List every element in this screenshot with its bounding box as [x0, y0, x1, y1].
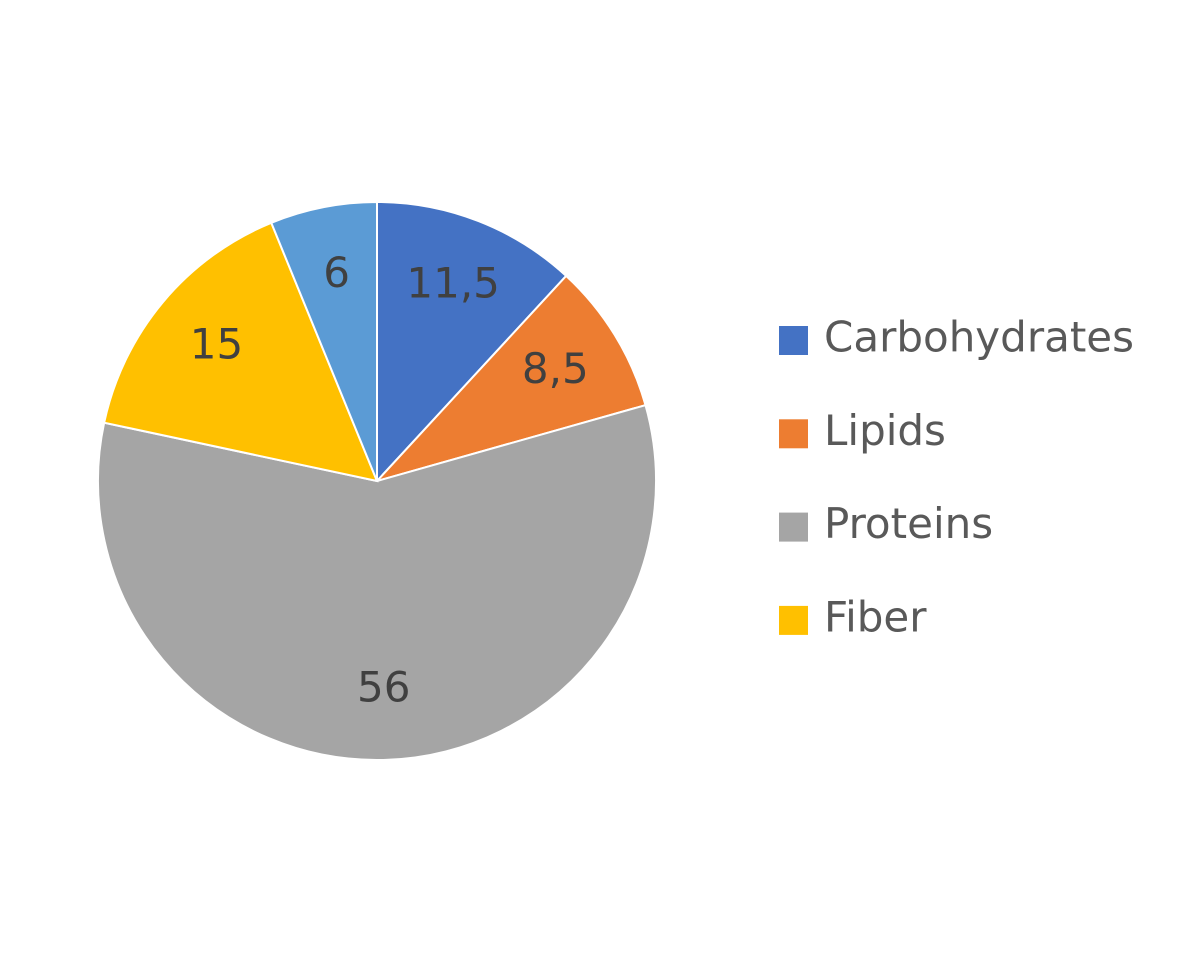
legend-swatch [779, 512, 808, 542]
pie-slice [269, 200, 378, 482]
legend-label: Lipids [824, 406, 946, 455]
pie-slice [373, 274, 647, 483]
data-label: 56 [357, 663, 410, 712]
pie-slice [97, 403, 657, 761]
legend-swatch [779, 605, 808, 635]
data-label: 8,5 [522, 344, 589, 393]
legend-swatch [779, 419, 808, 449]
data-label: 15 [190, 319, 243, 368]
legend-label: Proteins [824, 499, 993, 548]
data-label: 11,5 [406, 259, 500, 308]
legend-swatch [779, 326, 808, 355]
pie-slice [102, 221, 379, 483]
pie-slice [376, 200, 568, 484]
legend-label: Fiber [824, 592, 927, 641]
data-label: 6 [323, 248, 350, 297]
legend-label: Carbohydrates [824, 313, 1134, 362]
